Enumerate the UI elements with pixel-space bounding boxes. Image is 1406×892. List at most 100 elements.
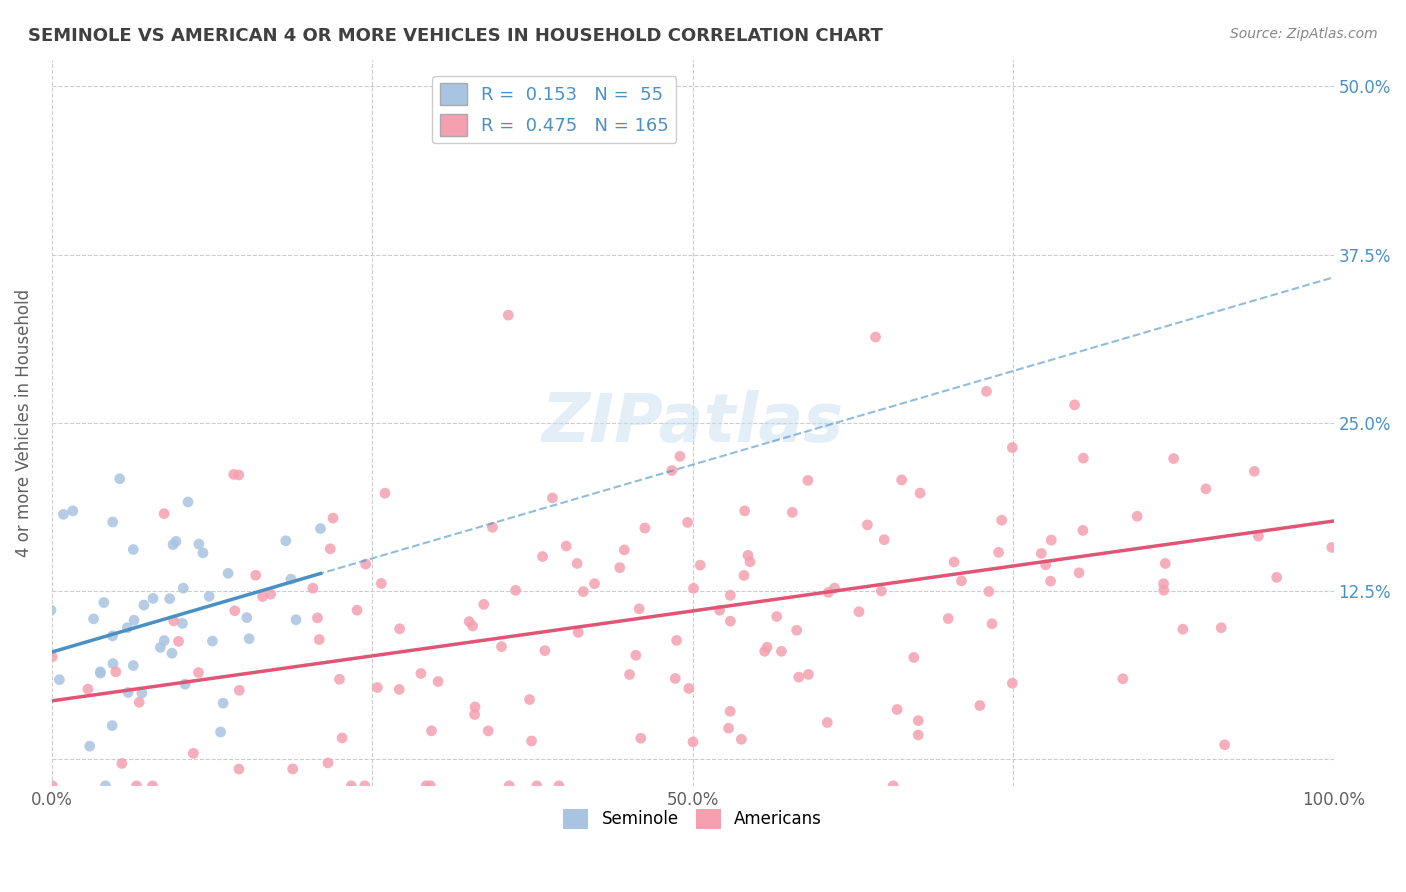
Point bbox=[1001, 676, 1024, 690]
Point bbox=[224, 604, 246, 618]
Point bbox=[330, 731, 353, 745]
Point bbox=[1153, 583, 1175, 598]
Point bbox=[52, 508, 75, 522]
Point bbox=[987, 545, 1010, 559]
Point bbox=[117, 621, 139, 635]
Point bbox=[873, 533, 896, 547]
Point bbox=[24, 660, 46, 674]
Point bbox=[787, 670, 810, 684]
Point bbox=[159, 591, 181, 606]
Text: ZIPatlas: ZIPatlas bbox=[541, 390, 844, 456]
Point bbox=[163, 614, 186, 628]
Point bbox=[149, 640, 172, 655]
Point bbox=[1126, 509, 1149, 524]
Point bbox=[142, 591, 165, 606]
Point bbox=[665, 633, 688, 648]
Point bbox=[217, 566, 239, 581]
Point bbox=[458, 615, 481, 629]
Point bbox=[39, 603, 62, 617]
Point bbox=[41, 779, 63, 793]
Point bbox=[104, 665, 127, 679]
Point bbox=[111, 756, 134, 771]
Point bbox=[786, 624, 808, 638]
Point bbox=[824, 581, 846, 595]
Point bbox=[101, 718, 124, 732]
Point bbox=[122, 613, 145, 627]
Point bbox=[613, 543, 636, 558]
Point bbox=[1243, 464, 1265, 478]
Point bbox=[477, 723, 499, 738]
Point bbox=[555, 539, 578, 553]
Point bbox=[1386, 405, 1406, 419]
Point bbox=[212, 696, 235, 710]
Point bbox=[125, 779, 148, 793]
Point bbox=[15, 628, 38, 642]
Point bbox=[93, 595, 115, 609]
Point bbox=[903, 650, 925, 665]
Point bbox=[307, 611, 329, 625]
Point bbox=[1211, 621, 1233, 635]
Point bbox=[815, 715, 838, 730]
Point bbox=[122, 658, 145, 673]
Point bbox=[969, 698, 991, 713]
Point bbox=[101, 515, 124, 529]
Point bbox=[388, 682, 411, 697]
Point bbox=[1247, 529, 1270, 543]
Point bbox=[709, 603, 731, 617]
Point bbox=[328, 673, 350, 687]
Point bbox=[17, 779, 39, 793]
Point bbox=[817, 585, 839, 599]
Point bbox=[167, 634, 190, 648]
Point bbox=[281, 762, 304, 776]
Point bbox=[1040, 533, 1063, 547]
Point bbox=[505, 583, 527, 598]
Point bbox=[172, 616, 194, 631]
Point bbox=[201, 634, 224, 648]
Point bbox=[682, 735, 704, 749]
Point bbox=[548, 779, 571, 793]
Point bbox=[870, 584, 893, 599]
Point bbox=[1031, 546, 1053, 560]
Point bbox=[15, 654, 38, 668]
Text: SEMINOLE VS AMERICAN 4 OR MORE VEHICLES IN HOUSEHOLD CORRELATION CHART: SEMINOLE VS AMERICAN 4 OR MORE VEHICLES … bbox=[28, 27, 883, 45]
Point bbox=[427, 674, 450, 689]
Point bbox=[128, 695, 150, 709]
Point bbox=[1071, 524, 1094, 538]
Point bbox=[222, 467, 245, 482]
Point bbox=[1067, 566, 1090, 580]
Point bbox=[209, 725, 232, 739]
Point bbox=[15, 690, 38, 705]
Point bbox=[669, 450, 692, 464]
Point bbox=[1035, 558, 1057, 572]
Point bbox=[733, 568, 755, 582]
Point bbox=[228, 683, 250, 698]
Point bbox=[346, 603, 368, 617]
Point bbox=[77, 682, 100, 697]
Point bbox=[1386, 329, 1406, 343]
Point bbox=[340, 779, 363, 793]
Point bbox=[89, 665, 111, 679]
Point bbox=[15, 713, 38, 727]
Point bbox=[464, 707, 486, 722]
Point bbox=[797, 474, 820, 488]
Point bbox=[624, 648, 647, 663]
Point bbox=[1386, 547, 1406, 561]
Point bbox=[132, 598, 155, 612]
Point bbox=[936, 611, 959, 625]
Y-axis label: 4 or more Vehicles in Household: 4 or more Vehicles in Household bbox=[15, 289, 32, 557]
Point bbox=[101, 629, 124, 643]
Point bbox=[756, 640, 779, 655]
Point bbox=[172, 581, 194, 595]
Point bbox=[131, 686, 153, 700]
Point bbox=[738, 555, 761, 569]
Point bbox=[472, 598, 495, 612]
Point bbox=[682, 582, 704, 596]
Point bbox=[15, 747, 38, 762]
Point bbox=[619, 667, 641, 681]
Point bbox=[1073, 451, 1095, 466]
Point bbox=[15, 612, 38, 626]
Point bbox=[737, 549, 759, 563]
Point bbox=[34, 624, 56, 639]
Point bbox=[520, 734, 543, 748]
Point bbox=[15, 714, 38, 728]
